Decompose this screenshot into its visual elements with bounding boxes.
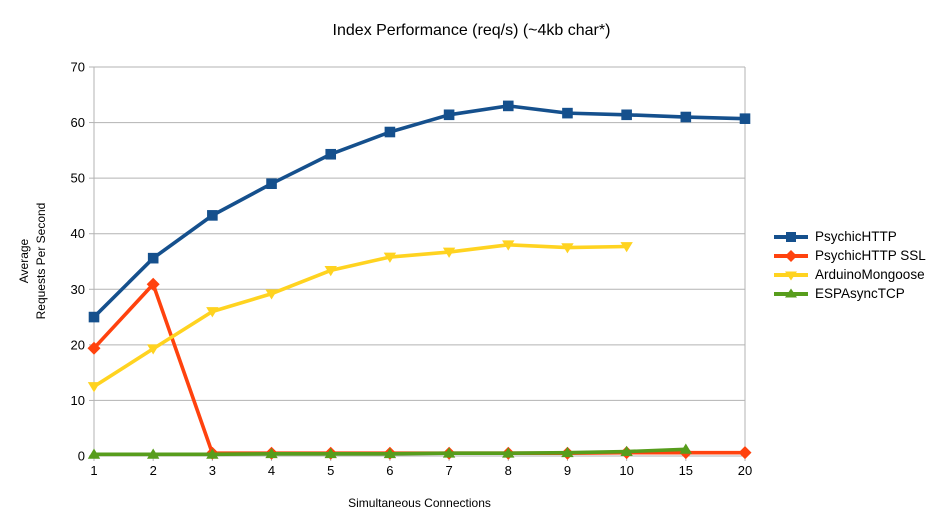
legend-item-PsychicHTTP-SSL: PsychicHTTP SSL bbox=[773, 246, 926, 265]
x-tick-label: 20 bbox=[738, 463, 752, 478]
series-ArduinoMongoose-marker bbox=[87, 382, 101, 393]
series-ArduinoMongoose-marker bbox=[206, 307, 219, 318]
series-ESPAsyncTCP-marker bbox=[87, 448, 101, 459]
legend-swatch-icon bbox=[774, 249, 808, 262]
y-tick-label: 70 bbox=[71, 60, 85, 75]
x-tick-label: 8 bbox=[505, 463, 512, 478]
series-PsychicHTTP-marker bbox=[88, 311, 100, 323]
series-ArduinoMongoose-marker bbox=[146, 344, 160, 355]
legend-label: PsychicHTTP bbox=[815, 229, 897, 244]
x-tick-label: 4 bbox=[268, 463, 275, 478]
series-PsychicHTTP-marker bbox=[207, 210, 218, 221]
x-axis-title: Simultaneous Connections bbox=[348, 496, 491, 510]
series-PsychicHTTP-SSL-marker bbox=[87, 341, 101, 355]
series-line-ArduinoMongoose bbox=[93, 243, 627, 389]
series-PsychicHTTP-marker bbox=[384, 126, 396, 138]
series-ArduinoMongoose-marker bbox=[265, 289, 278, 300]
series-PsychicHTTP-marker bbox=[621, 109, 632, 121]
x-tick-label: 2 bbox=[150, 463, 157, 478]
y-tick-label: 20 bbox=[71, 337, 85, 352]
x-tick-label: 1 bbox=[90, 463, 97, 478]
legend-label: ArduinoMongoose bbox=[815, 267, 925, 282]
y-tick-label: 40 bbox=[71, 226, 85, 241]
legend-swatch-icon bbox=[774, 288, 808, 297]
y-tick-label: 10 bbox=[71, 393, 85, 408]
series-ArduinoMongoose-marker bbox=[383, 252, 397, 263]
legend-item-ArduinoMongoose: ArduinoMongoose bbox=[773, 265, 926, 284]
series-ArduinoMongoose-marker bbox=[324, 265, 337, 277]
series-ESPAsyncTCP-marker bbox=[679, 443, 693, 454]
x-tick-label: 5 bbox=[327, 463, 334, 478]
series-ArduinoMongoose-marker bbox=[442, 247, 456, 258]
x-tick-label: 3 bbox=[209, 463, 216, 478]
series-PsychicHTTP-SSL-marker bbox=[738, 446, 752, 460]
legend-swatch-icon bbox=[774, 231, 808, 242]
series-PsychicHTTP-marker bbox=[562, 107, 573, 119]
legend-item-PsychicHTTP: PsychicHTTP bbox=[773, 227, 926, 246]
y-tick-label: 0 bbox=[78, 449, 85, 464]
series-line-PsychicHTTP-SSL bbox=[92, 282, 745, 456]
legend: PsychicHTTP PsychicHTTP SSL ArduinoMongoos… bbox=[773, 227, 926, 303]
series-PsychicHTTP-marker bbox=[443, 109, 455, 121]
legend-label: PsychicHTTP SSL bbox=[815, 248, 926, 263]
series-ESPAsyncTCP-marker bbox=[383, 447, 397, 459]
series-PsychicHTTP-marker bbox=[325, 148, 337, 160]
series-ESPAsyncTCP-marker bbox=[324, 447, 337, 459]
series-PsychicHTTP-marker bbox=[502, 100, 514, 112]
legend-swatch-icon bbox=[774, 271, 808, 280]
series-ESPAsyncTCP-marker bbox=[265, 447, 278, 459]
series-ArduinoMongoose-marker bbox=[502, 240, 515, 251]
y-tick-label: 30 bbox=[71, 282, 85, 297]
x-tick-label: 10 bbox=[619, 463, 633, 478]
series-PsychicHTTP-marker bbox=[266, 178, 277, 189]
series-PsychicHTTP-marker bbox=[147, 252, 159, 264]
series-ArduinoMongoose-marker bbox=[620, 242, 633, 253]
series-ArduinoMongoose-marker bbox=[561, 243, 574, 254]
x-tick-label: 15 bbox=[679, 463, 693, 478]
x-tick-label: 6 bbox=[386, 463, 393, 478]
series-ESPAsyncTCP-marker bbox=[442, 447, 456, 458]
series-ESPAsyncTCP-marker bbox=[146, 448, 160, 459]
y-tick-label: 60 bbox=[71, 115, 85, 130]
series-PsychicHTTP-marker bbox=[680, 111, 692, 123]
series-PsychicHTTP-SSL-marker bbox=[146, 277, 160, 291]
series-ESPAsyncTCP-marker bbox=[502, 447, 515, 458]
series-ESPAsyncTCP-marker bbox=[561, 446, 574, 458]
y-tick-label: 50 bbox=[71, 171, 85, 186]
chart-title: Index Performance (req/s) (~4kb char*) bbox=[332, 22, 611, 39]
series-PsychicHTTP-marker bbox=[739, 113, 751, 124]
x-tick-label: 7 bbox=[445, 463, 452, 478]
series-line-PsychicHTTP bbox=[92, 104, 746, 319]
x-tick-label: 9 bbox=[564, 463, 571, 478]
legend-label: ESPAsyncTCP bbox=[815, 286, 905, 301]
legend-item-ESPAsyncTCP: ESPAsyncTCP bbox=[773, 284, 926, 303]
series-ESPAsyncTCP-marker bbox=[620, 445, 633, 456]
series-ESPAsyncTCP-marker bbox=[206, 448, 219, 459]
